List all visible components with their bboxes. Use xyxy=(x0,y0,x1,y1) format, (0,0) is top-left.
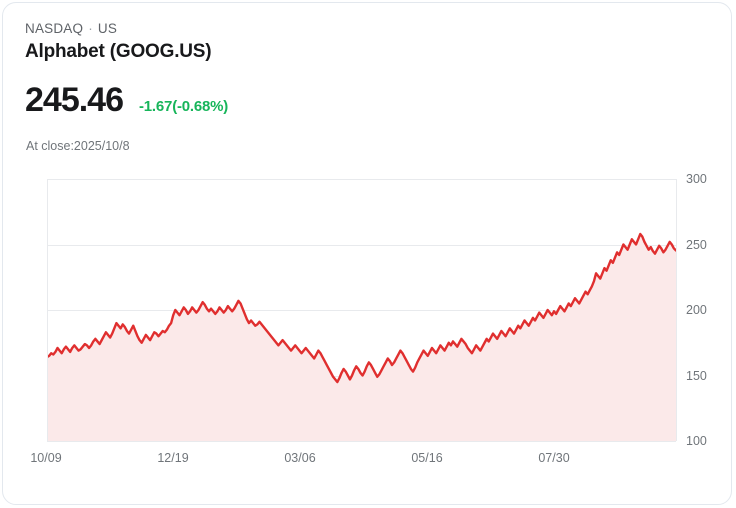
x-axis-tick-0: 10/09 xyxy=(30,451,62,465)
y-axis-tick-200: 200 xyxy=(686,303,707,317)
chart-y-axis-left xyxy=(47,179,48,441)
y-axis-tick-150: 150 xyxy=(686,368,707,383)
gridline-250 xyxy=(47,244,676,246)
price-row: 245.46 -1.67(-0.68%) xyxy=(25,81,228,120)
y-axis-tick-100: 100 xyxy=(686,434,707,448)
price-area-fill xyxy=(47,234,676,441)
gridline-200 xyxy=(47,310,676,311)
x-axis-tick-1: 12/19 xyxy=(157,451,189,465)
x-axis-tick-2: 03/06 xyxy=(284,451,316,465)
x-axis-tick-4: 07/30 xyxy=(538,451,570,465)
market-status: At close:2025/10/8 xyxy=(26,139,130,153)
current-price: 245.46 xyxy=(25,81,124,119)
exchange-label: NASDAQ xyxy=(25,21,84,36)
chart-plot-area[interactable] xyxy=(45,179,678,442)
price-chart[interactable]: 300 250 200 150 100 10/09 12/19 03/06 05/16 07/3… xyxy=(3,163,731,483)
gridline-100 xyxy=(47,441,676,442)
price-line-svg xyxy=(45,232,678,441)
chart-series-layer xyxy=(45,179,678,441)
chart-y-axis-right xyxy=(676,179,677,441)
region-label: US xyxy=(97,21,118,36)
y-axis-tick-250: 250 xyxy=(686,237,707,252)
separator-dot: · xyxy=(88,21,93,36)
quote-header: NASDAQ · US Alphabet (GOOG.US) xyxy=(25,21,212,63)
gridline-300 xyxy=(47,179,676,180)
exchange-row: NASDAQ · US xyxy=(25,21,211,36)
price-line xyxy=(45,232,678,384)
page-title: Alphabet (GOOG.US) xyxy=(25,41,212,62)
price-change: -1.67(-0.68%) xyxy=(139,98,229,115)
y-axis-tick-300: 300 xyxy=(686,172,707,186)
x-axis-tick-3: 05/16 xyxy=(411,451,443,465)
